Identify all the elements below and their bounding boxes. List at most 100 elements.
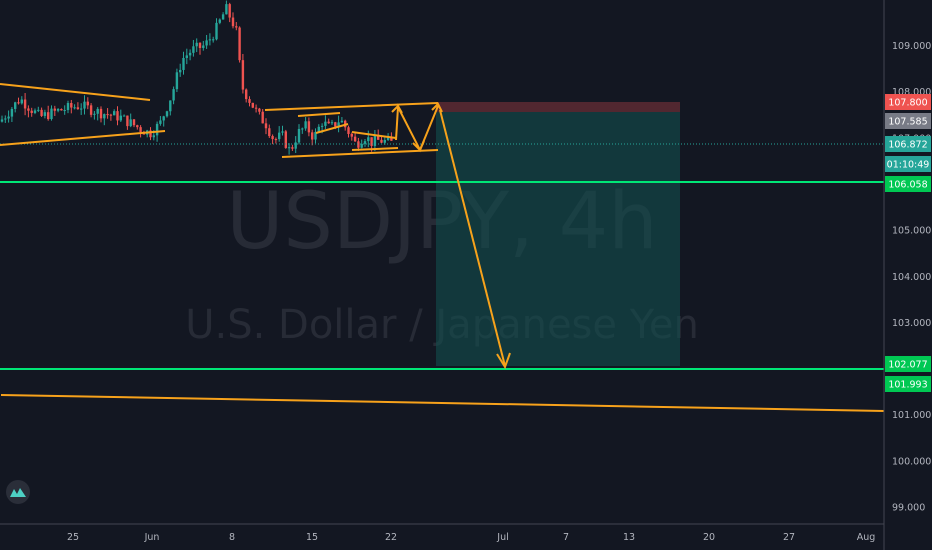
candle-body <box>113 111 116 116</box>
channel-upper[interactable] <box>264 102 439 111</box>
candle-body <box>225 4 228 15</box>
price-axis[interactable]: 109.000108.000107.000106.000105.000104.0… <box>892 41 931 514</box>
wedge-upper[interactable] <box>297 112 341 117</box>
trendline-lower-1[interactable] <box>0 130 166 146</box>
price-tag-label: 106.058 <box>888 180 927 191</box>
candle-body <box>162 116 165 121</box>
candle-body <box>126 115 129 127</box>
candle-body <box>179 69 182 73</box>
price-tick-label: 101.000 <box>892 410 931 421</box>
time-tick-label: 22 <box>385 532 397 543</box>
candle-body <box>254 107 258 109</box>
arrowhead-3 <box>431 102 443 113</box>
candle-body <box>367 137 370 142</box>
candle-body <box>350 133 353 137</box>
take-profit-zone[interactable] <box>436 112 680 366</box>
candle-body <box>33 110 37 113</box>
trendline-upper-1[interactable] <box>0 83 151 101</box>
candle-body <box>221 14 225 20</box>
arrowhead-2 <box>412 140 425 152</box>
arrowhead-down <box>496 352 511 370</box>
price-tick-label: 108.000 <box>892 87 931 98</box>
candle-body <box>122 115 126 117</box>
candle-body <box>235 26 238 28</box>
candle-body <box>53 108 56 111</box>
candle-body <box>327 121 330 124</box>
time-axis[interactable]: 25 Jun 8 15 22 Jul 7 13 20 27 Aug <box>67 532 875 543</box>
time-tick-label: 15 <box>306 532 318 543</box>
candle-body <box>10 108 14 117</box>
candle-body <box>119 115 122 121</box>
candle-body <box>347 127 350 134</box>
price-tag-label: 107.800 <box>888 98 927 109</box>
candle-body <box>228 4 231 18</box>
price-tick-label: 105.000 <box>892 226 931 237</box>
time-tick-label: 25 <box>67 532 79 543</box>
candle-body <box>198 42 202 48</box>
candle-body <box>83 101 86 109</box>
candle-body <box>73 107 76 109</box>
channel-lower[interactable] <box>281 149 439 158</box>
candle-body <box>43 112 47 116</box>
candle-body <box>251 102 254 108</box>
time-tick-label: 20 <box>703 532 715 543</box>
time-tick-label: Aug <box>857 532 876 543</box>
candle-body <box>278 132 281 140</box>
candle-body <box>93 113 96 115</box>
price-tag-bg <box>885 136 931 152</box>
time-tick-label: Jun <box>144 532 160 543</box>
wedge-lower[interactable] <box>315 123 349 134</box>
stop-loss-zone[interactable] <box>436 102 680 112</box>
candle-body <box>264 123 268 129</box>
candle-body <box>47 112 50 120</box>
candle-body <box>218 19 221 23</box>
candle-body <box>212 39 215 41</box>
long-trendline[interactable] <box>0 394 885 412</box>
projection-down-line[interactable] <box>439 109 506 367</box>
candle-body <box>188 52 192 56</box>
price-tag-bg <box>885 356 931 372</box>
tradingview-logo-icon[interactable] <box>6 480 30 504</box>
candle-body <box>60 109 63 111</box>
candle-body <box>386 137 390 140</box>
candle-body <box>363 141 367 144</box>
candle-body <box>261 111 264 124</box>
candle-body <box>7 116 10 119</box>
candle-body <box>208 39 212 41</box>
candle-body <box>248 99 251 103</box>
price-tag-label: 107.585 <box>888 117 927 128</box>
candle-body <box>0 119 4 122</box>
candle-body <box>274 139 278 141</box>
candle-body <box>271 136 274 140</box>
time-tick-label: 8 <box>229 532 235 543</box>
candle-body <box>20 99 23 104</box>
candle-body <box>281 131 284 133</box>
candle-body <box>241 60 245 90</box>
pattern-drawings[interactable] <box>0 83 885 412</box>
candles <box>0 0 393 155</box>
small-triangle-lower[interactable] <box>351 147 399 151</box>
price-tick-label: 99.000 <box>892 503 925 514</box>
candle-body <box>175 72 179 90</box>
candle-body <box>136 125 139 128</box>
candle-body <box>357 141 360 148</box>
candle-body <box>66 103 70 111</box>
price-tag-bg <box>885 94 931 110</box>
candle-body <box>109 114 113 116</box>
time-tick-label: 27 <box>783 532 795 543</box>
candle-body <box>377 135 380 140</box>
candle-body <box>284 131 287 148</box>
candle-body <box>4 118 7 120</box>
price-tag-bg <box>885 156 931 172</box>
candle-body <box>152 135 155 138</box>
candle-body <box>340 120 344 123</box>
projection-zigzag[interactable] <box>395 103 439 153</box>
price-tag-label: 101.993 <box>888 380 927 391</box>
candle-body <box>56 109 60 111</box>
candle-body <box>132 119 136 126</box>
candle-body <box>63 110 66 112</box>
candle-body <box>202 45 205 48</box>
small-triangle-upper[interactable] <box>351 131 397 139</box>
price-tag-label: 01:10:49 <box>887 160 930 171</box>
